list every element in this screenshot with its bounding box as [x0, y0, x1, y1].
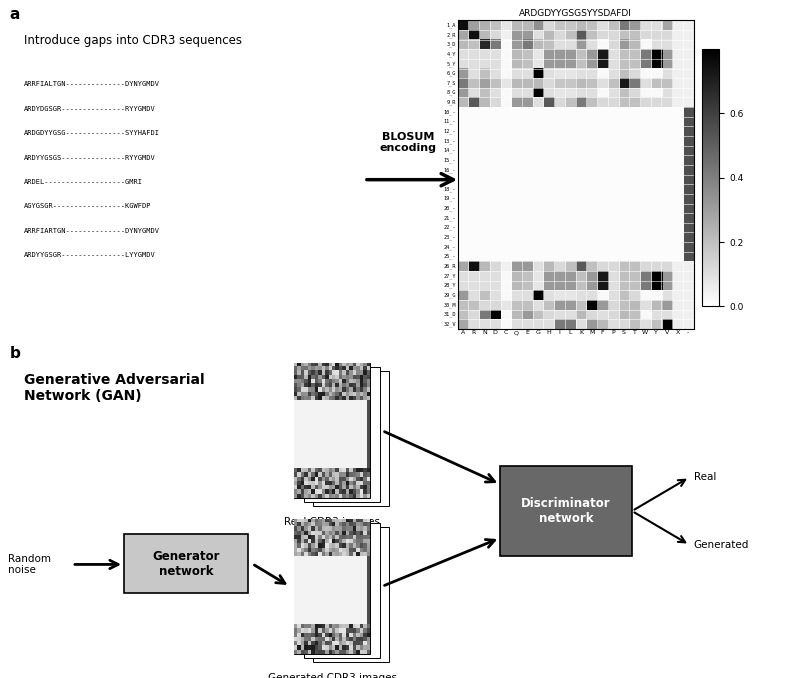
- Text: Generator
network: Generator network: [152, 550, 220, 578]
- FancyBboxPatch shape: [294, 363, 370, 498]
- Text: Discriminator
network: Discriminator network: [521, 497, 611, 525]
- Text: BLOSUM
encoding: BLOSUM encoding: [379, 132, 437, 153]
- FancyBboxPatch shape: [294, 519, 370, 654]
- Text: ARDYDGSGR---------------RYYGMDV: ARDYDGSGR---------------RYYGMDV: [24, 106, 156, 112]
- FancyBboxPatch shape: [500, 466, 632, 556]
- Text: Generated CDR3 images: Generated CDR3 images: [267, 673, 397, 678]
- Text: AGYGSGR-----------------KGWFDP: AGYGSGR-----------------KGWFDP: [24, 203, 151, 210]
- FancyBboxPatch shape: [124, 534, 248, 593]
- Text: ARDYYGSGS---------------RYYGMDV: ARDYYGSGS---------------RYYGMDV: [24, 155, 156, 161]
- Text: b: b: [10, 346, 21, 361]
- Text: Random
noise: Random noise: [8, 554, 51, 575]
- FancyBboxPatch shape: [314, 527, 390, 662]
- Text: Generated: Generated: [694, 540, 749, 550]
- FancyBboxPatch shape: [304, 367, 380, 502]
- Text: ARDGDYYGSG--------------SYYHAFDI: ARDGDYYGSG--------------SYYHAFDI: [24, 130, 160, 136]
- Text: ARDYYGSGR---------------LYYGMDV: ARDYYGSGR---------------LYYGMDV: [24, 252, 156, 258]
- Text: ARRFIALTGN--------------DYNYGMDV: ARRFIALTGN--------------DYNYGMDV: [24, 81, 160, 87]
- Text: ARRFIARTGN--------------DYNYGMDV: ARRFIARTGN--------------DYNYGMDV: [24, 228, 160, 234]
- Text: Introduce gaps into CDR3 sequences: Introduce gaps into CDR3 sequences: [24, 34, 242, 47]
- FancyBboxPatch shape: [304, 523, 380, 658]
- Text: Real CDR3 images: Real CDR3 images: [284, 517, 380, 527]
- Text: Real: Real: [694, 472, 716, 482]
- Text: Generative Adversarial
Network (GAN): Generative Adversarial Network (GAN): [24, 373, 205, 403]
- FancyBboxPatch shape: [314, 371, 390, 506]
- Text: ARDEL-------------------GMRI: ARDEL-------------------GMRI: [24, 179, 143, 185]
- Text: a: a: [10, 7, 20, 22]
- Title: ARDGDYYGSGSYYSDAFDI: ARDGDYYGSGSYYSDAFDI: [519, 9, 632, 18]
